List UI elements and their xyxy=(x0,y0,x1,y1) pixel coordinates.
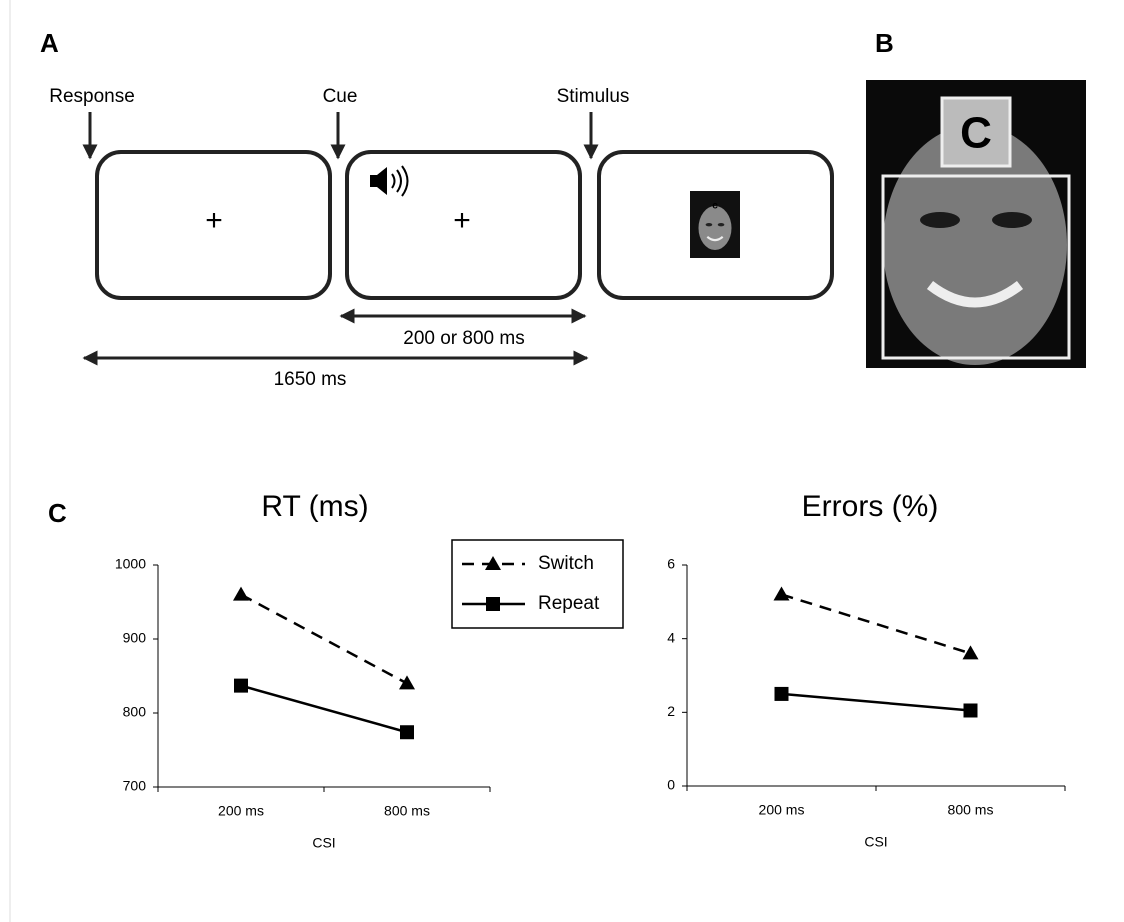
fixation: + xyxy=(453,204,471,237)
y-tick-label: 1000 xyxy=(115,556,146,572)
x-tick-label: 200 ms xyxy=(759,802,805,818)
event-label: Response xyxy=(49,86,135,107)
cue-letter: C xyxy=(960,109,992,158)
x-axis-label: CSI xyxy=(864,834,887,850)
panel-label: B xyxy=(875,28,894,58)
marker xyxy=(400,725,414,739)
interval-label: 200 or 800 ms xyxy=(403,328,524,349)
x-axis-label: CSI xyxy=(312,835,335,851)
y-tick-label: 900 xyxy=(123,630,147,646)
series-line xyxy=(782,694,971,711)
face-image: C xyxy=(866,80,1086,368)
panel-label: C xyxy=(48,498,67,528)
legend-label: Repeat xyxy=(538,593,600,614)
event-label: Stimulus xyxy=(557,86,630,107)
marker xyxy=(399,675,415,689)
marker xyxy=(775,687,789,701)
series-line xyxy=(782,594,971,653)
cue-letter: c xyxy=(712,201,718,212)
fixation: + xyxy=(205,204,223,237)
marker xyxy=(486,597,500,611)
chart-title: RT (ms) xyxy=(261,490,368,523)
event-label: Cue xyxy=(323,86,358,107)
x-tick-label: 800 ms xyxy=(384,803,430,819)
figure: A Response Cue Stimulus + + c 200 or 800… xyxy=(0,0,1124,922)
y-tick-label: 6 xyxy=(667,556,675,572)
marker xyxy=(963,645,979,659)
marker xyxy=(774,586,790,600)
marker xyxy=(234,679,248,693)
legend-label: Switch xyxy=(538,553,594,574)
x-tick-label: 200 ms xyxy=(218,803,264,819)
y-tick-label: 0 xyxy=(667,777,675,793)
marker xyxy=(233,587,249,601)
series-line xyxy=(241,595,407,684)
y-tick-label: 4 xyxy=(667,629,675,645)
x-tick-label: 800 ms xyxy=(948,802,994,818)
interval-label: 1650 ms xyxy=(274,369,347,390)
stimulus-face: c xyxy=(690,191,740,258)
panel-label: A xyxy=(40,28,59,58)
series-line xyxy=(241,686,407,733)
marker xyxy=(964,703,978,717)
y-tick-label: 700 xyxy=(123,778,147,794)
y-tick-label: 2 xyxy=(667,703,675,719)
legend: Switch Repeat xyxy=(452,540,623,628)
chart-title: Errors (%) xyxy=(802,490,939,523)
y-tick-label: 800 xyxy=(123,704,147,720)
